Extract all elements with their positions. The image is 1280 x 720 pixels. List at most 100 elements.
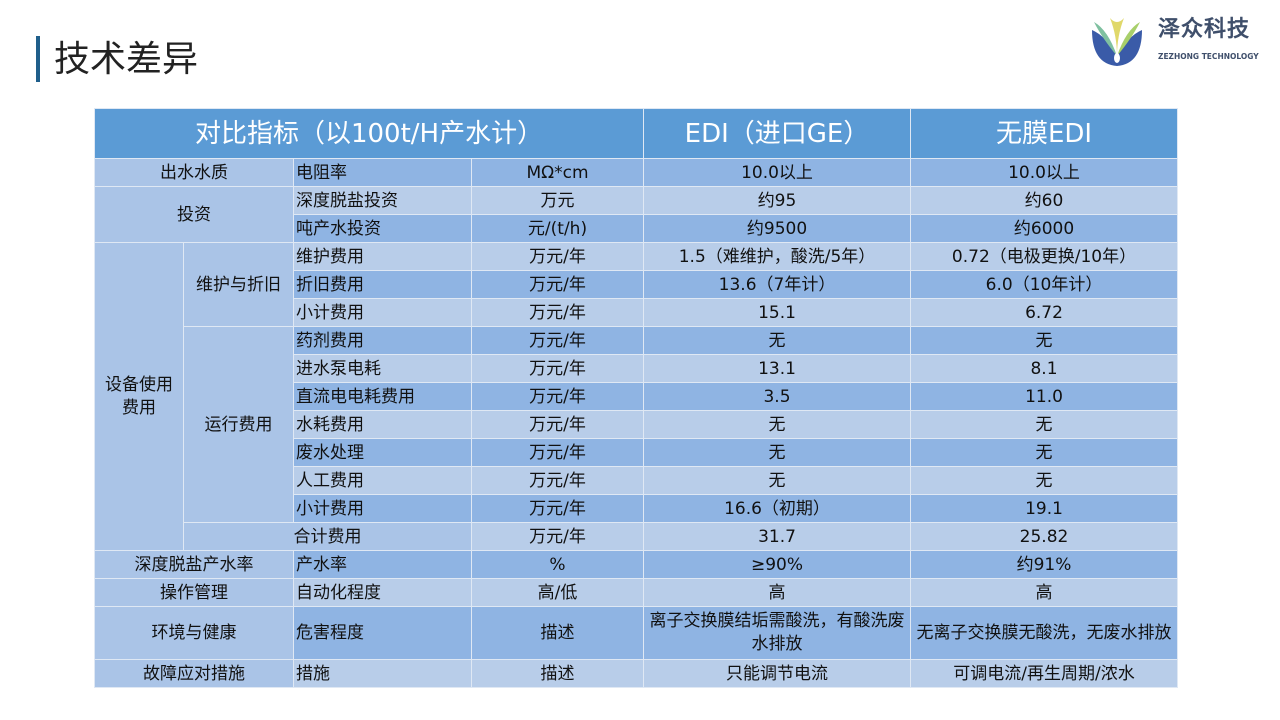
item-cell: 进水泵电耗 (293, 354, 472, 383)
unit-cell: 元/(t/h) (470, 214, 645, 243)
table-row: 合计费用 万元/年 31.7 25.82 (95, 522, 1179, 551)
table-row: 水耗费用 万元/年无无 (95, 410, 1179, 439)
edi-ge-cell: 高 (643, 578, 912, 607)
table-row: 故障应对措施 措施 描述 只能调节电流 可调电流/再生周期/浓水 (94, 659, 1179, 688)
table-row: 投资 深度脱盐投资 万元 约95 约60 (94, 186, 1179, 243)
unit-cell: 万元/年 (470, 382, 645, 411)
group-cell-total: 合计费用 (183, 522, 472, 551)
edi-ge-cell: 16.6（初期） (643, 494, 912, 523)
header-metric: 对比指标（以100t/H产水计） (93, 108, 645, 159)
logo-text-cn: 泽众科技 (1158, 17, 1251, 42)
unit-cell: 万元/年 (470, 438, 645, 467)
membraneless-edi-cell: 11.0 (910, 382, 1179, 411)
membraneless-edi-cell: 无 (910, 326, 1179, 355)
page-title: 技术差异 (54, 39, 199, 80)
item-cell: 药剂费用 (293, 326, 472, 355)
membraneless-edi-cell: 约60 (910, 186, 1179, 215)
group-cell-env: 环境与健康 (94, 606, 294, 660)
group-cell-op: 操作管理 (94, 578, 294, 607)
edi-ge-cell: 无 (643, 326, 912, 355)
unit-cell: 万元/年 (470, 354, 645, 383)
header-edi-ge: EDI（进口GE） (643, 108, 912, 159)
group-cell-rate: 深度脱盐产水率 (94, 550, 294, 579)
edi-ge-cell: 1.5（难维护，酸洗/5年） (643, 242, 912, 271)
unit-cell: 高/低 (470, 578, 645, 607)
item-cell: 吨产水投资 (293, 214, 472, 243)
edi-ge-cell: 无 (643, 410, 912, 439)
membraneless-edi-cell: 6.72 (910, 298, 1179, 327)
title-accent-bar (36, 36, 40, 82)
comparison-table: 对比指标（以100t/H产水计） EDI（进口GE） 无膜EDI 出水水质 电阻率 MΩ… (93, 108, 1179, 688)
table-row: 操作管理 自动化程度 高/低高高 (94, 578, 1179, 607)
table-row: 吨产水投资 元/(t/h) 约9500 约6000 (95, 214, 1179, 243)
unit-cell: 万元/年 (470, 270, 645, 299)
group-cell-maint: 维护与折旧 (183, 242, 294, 327)
edi-ge-cell: 13.1 (643, 354, 912, 383)
table-row: 运行费用 药剂费用 万元/年无无 (95, 326, 1179, 523)
item-cell: 小计费用 (293, 298, 472, 327)
company-logo: 泽众科技 ZEZHONG TECHNOLOGY (1088, 14, 1268, 72)
table-row: 环境与健康 危害程度 描述 离子交换膜结垢需酸洗，有酸洗废水排放 无离子交换膜无酸洗，无… (94, 606, 1179, 660)
table-row: 直流电电耗费用 万元/年 3.5 11.0 (95, 382, 1179, 411)
membraneless-edi-cell: 0.72（电极更换/10年） (910, 242, 1179, 271)
unit-cell: 万元/年 (470, 242, 645, 271)
membraneless-edi-cell: 约6000 (910, 214, 1179, 243)
unit-cell: 万元 (470, 186, 645, 215)
edi-ge-cell: ≥90% (643, 550, 912, 579)
header-membraneless-edi: 无膜EDI (910, 108, 1179, 159)
table-row: 折旧费用 万元/年 13.6（7年计） 6.0（10年计） (95, 270, 1179, 299)
unit-cell: % (470, 550, 645, 579)
edi-ge-cell: 无 (643, 438, 912, 467)
item-cell: 直流电电耗费用 (293, 382, 472, 411)
group-cell-fault: 故障应对措施 (94, 659, 294, 688)
edi-ge-cell: 15.1 (643, 298, 912, 327)
membraneless-edi-cell: 无 (910, 410, 1179, 439)
edi-ge-cell: 离子交换膜结垢需酸洗，有酸洗废水排放 (643, 606, 912, 660)
item-cell: 人工费用 (293, 466, 472, 495)
item-cell: 维护费用 (293, 242, 472, 271)
table-row: 小计费用 万元/年 16.6（初期） 19.1 (95, 494, 1179, 523)
header-row: 对比指标（以100t/H产水计） EDI（进口GE） 无膜EDI (93, 108, 1179, 159)
unit-cell: 描述 (470, 606, 645, 660)
membraneless-edi-cell: 8.1 (910, 354, 1179, 383)
membraneless-edi-cell: 约91% (910, 550, 1179, 579)
membraneless-edi-cell: 无 (910, 438, 1179, 467)
membraneless-edi-cell: 可调电流/再生周期/浓水 (910, 659, 1179, 688)
membraneless-edi-cell: 6.0（10年计） (910, 270, 1179, 299)
unit-cell: 万元/年 (470, 494, 645, 523)
item-cell: 小计费用 (293, 494, 472, 523)
membraneless-edi-cell: 高 (910, 578, 1179, 607)
edi-ge-cell: 31.7 (643, 522, 912, 551)
item-cell: 折旧费用 (293, 270, 472, 299)
table-row: 人工费用 万元/年无无 (95, 466, 1179, 495)
edi-ge-cell: 只能调节电流 (643, 659, 912, 688)
item-cell: 水耗费用 (293, 410, 472, 439)
table-row: 进水泵电耗 万元/年 13.1 8.1 (95, 354, 1179, 383)
edi-ge-cell: 约9500 (643, 214, 912, 243)
table-row: 深度脱盐产水率 产水率% ≥90% 约91% (94, 550, 1179, 579)
item-cell: 电阻率 (293, 158, 472, 187)
edi-ge-cell: 13.6（7年计） (643, 270, 912, 299)
unit-cell: 万元/年 (470, 522, 645, 551)
membraneless-edi-cell: 无离子交换膜无酸洗，无废水排放 (910, 606, 1179, 660)
group-cell-equip: 设备使用费用 (94, 242, 184, 551)
group-cell-invest: 投资 (94, 186, 294, 243)
table-row: 小计费用 万元/年 15.1 6.72 (95, 298, 1179, 327)
unit-cell: 万元/年 (470, 410, 645, 439)
table-row: 设备使用费用 维护与折旧 维护费用 万元/年 1.5（难维护，酸洗/5年） 0.72（电极… (94, 242, 1179, 551)
unit-cell: 描述 (470, 659, 645, 688)
item-cell: 废水处理 (293, 438, 472, 467)
group-cell-run: 运行费用 (183, 326, 294, 523)
item-cell: 深度脱盐投资 (293, 186, 472, 215)
group-cell-water: 出水水质 (94, 158, 294, 187)
unit-cell: 万元/年 (470, 326, 645, 355)
membraneless-edi-cell: 25.82 (910, 522, 1179, 551)
edi-ge-cell: 无 (643, 466, 912, 495)
logo-text-en: ZEZHONG TECHNOLOGY (1158, 52, 1259, 61)
item-cell: 产水率 (293, 550, 472, 579)
unit-cell: MΩ*cm (470, 158, 645, 187)
table-row: 废水处理 万元/年无无 (95, 438, 1179, 467)
item-cell: 危害程度 (293, 606, 472, 660)
unit-cell: 万元/年 (470, 298, 645, 327)
membraneless-edi-cell: 无 (910, 466, 1179, 495)
